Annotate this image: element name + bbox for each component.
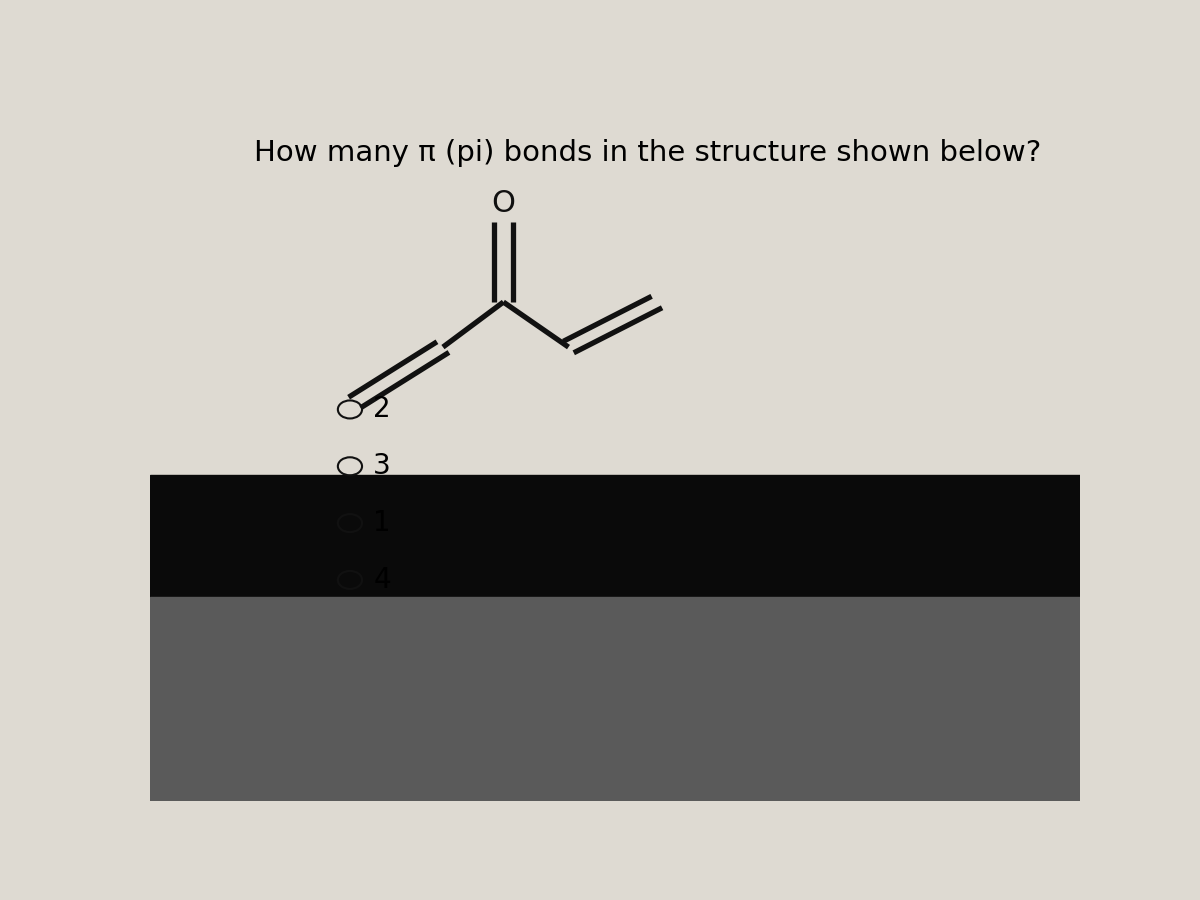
Text: 2: 2 xyxy=(373,395,391,424)
Bar xyxy=(150,597,1080,801)
Bar xyxy=(150,475,1080,597)
Text: 3: 3 xyxy=(373,453,391,481)
Text: How many π (pi) bonds in the structure shown below?: How many π (pi) bonds in the structure s… xyxy=(254,140,1042,167)
Text: O: O xyxy=(492,189,516,218)
Text: 1: 1 xyxy=(373,509,391,537)
Text: 4: 4 xyxy=(373,566,391,594)
